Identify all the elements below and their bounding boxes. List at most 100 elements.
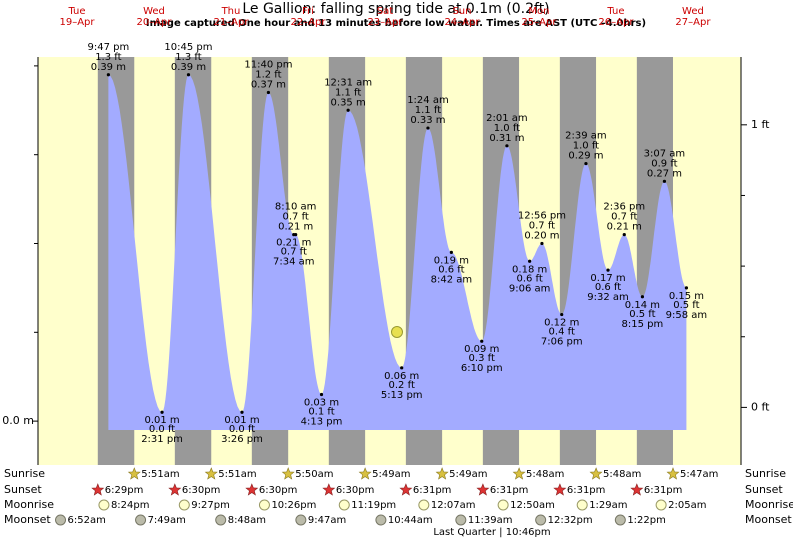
moonrise-time: 9:27pm [191,500,230,511]
sun-icon [512,467,526,480]
row-label: Sunset [745,483,783,496]
tide-label: 12:56 pm [518,211,566,222]
moon-icon [535,514,547,526]
date-label: 21–Apr [213,17,249,28]
sun-icon [204,467,218,480]
moon-icon [375,514,387,526]
sun-icon [322,483,336,496]
tide-label: 0.7 ft [281,247,307,258]
tide-label: 6:10 pm [461,363,503,374]
sunrise-time: 5:48am [603,469,641,480]
tide-label: 0.01 m [224,415,259,426]
sunrise-time: 5:48am [526,469,564,480]
moon-phase: Last Quarter | 10:46pm [433,527,550,538]
moon-icon [178,499,190,511]
tide-point [106,73,110,77]
tide-label: 2:01 am [486,113,528,124]
tide-label: 5:13 pm [381,390,423,401]
tide-label: 0.4 ft [549,327,575,338]
chart-subtitle: Image captured One hour and 13 minutes b… [146,18,646,29]
moon-icon [418,499,430,511]
sun-icon [127,467,141,480]
tide-label: 0.01 m [144,415,179,426]
tide-point [449,250,453,254]
tide-label: 0.35 m [331,97,366,108]
tide-label: 0.21 m [276,238,311,249]
sunrise-time: 5:47am [680,469,718,480]
tide-point [622,233,626,237]
moonset-time: 11:39am [468,515,513,526]
row-label: Sunset [4,483,42,496]
date-label: 19–Apr [59,17,95,28]
sun-icon [589,467,603,480]
tide-label: 11:40 pm [244,60,292,71]
sunset-time: 6:30pm [336,485,375,496]
moonset-time: 1:22pm [627,515,666,526]
tide-point [266,90,271,95]
tide-label: 8:10 am [275,202,317,213]
tide-point [319,392,324,397]
tide-point [294,233,298,237]
sunrise-time: 5:51am [141,469,179,480]
sunset-time: 6:31pm [490,485,529,496]
tide-label: 0.0 ft [229,424,255,435]
tide-label: 0.27 m [647,168,682,179]
tide-label: 7:06 pm [541,337,583,348]
sunset-time: 6:30pm [259,485,298,496]
tide-label: 0.06 m [384,371,419,382]
tide-label: 12:31 am [324,77,372,88]
tide-point [640,295,645,299]
tide-label: 0.39 m [171,62,206,73]
tide-label: 0.33 m [410,115,445,126]
sunrise-time: 5:51am [218,469,256,480]
tide-label: 0.2 ft [389,380,415,391]
day-label: Thu [221,6,241,17]
tide-label: 0.31 m [489,133,524,144]
tide-point [346,108,350,112]
moonrise-time: 1:29am [589,500,627,511]
sun-icon [476,483,490,496]
tide-label: 7:34 am [273,257,315,268]
tide-point [505,144,509,148]
moon-icon [98,499,110,511]
tide-label: 1.3 ft [95,52,121,63]
moonset-time: 12:32pm [548,515,593,526]
plot: 9:47 pm1.3 ft0.39 m0.01 m0.0 ft2:31 pm10… [32,42,747,465]
moonrise-time: 8:24pm [111,500,150,511]
sun-icon [399,483,413,496]
row-label: Moonset [4,513,51,526]
moon-icon [655,499,667,511]
moonrise-time: 12:50am [510,500,555,511]
day-label: Wed [682,6,704,17]
moon-icon [338,499,350,511]
tide-label: 8:15 pm [622,319,664,330]
date-label: 24–Apr [444,17,480,28]
tide-point [584,161,588,166]
date-label: 27–Apr [675,17,711,28]
tide-label: 0.5 ft [629,309,655,320]
date-label: 20–Apr [136,17,172,28]
sunset-time: 6:31pm [413,485,452,496]
tide-label: 9:32 am [587,292,629,303]
tide-point [400,366,404,370]
sunset-time: 6:31pm [567,485,606,496]
tide-label: 0.12 m [544,318,579,329]
tide-label: 9:47 pm [88,42,130,53]
tide-label: 0.29 m [568,151,603,162]
current-position [391,326,403,338]
day-label: Wed [143,6,165,17]
sun-icon [630,483,644,496]
sun-icon [245,483,259,496]
day-label: Mon [528,6,549,17]
chart-title: Le Gallion: falling spring tide at 0.1m … [242,1,549,17]
moonset-time: 9:47am [308,515,346,526]
tide-point [560,312,564,317]
row-label: Moonrise [745,498,793,511]
tide-point [540,241,544,246]
tide-label: 1.3 ft [175,52,201,63]
tide-label: 2:36 pm [603,202,645,213]
date-label: 25–Apr [521,17,557,28]
day-label: Fri [302,6,314,17]
tide-point [528,259,532,263]
sun-icon [553,483,567,496]
